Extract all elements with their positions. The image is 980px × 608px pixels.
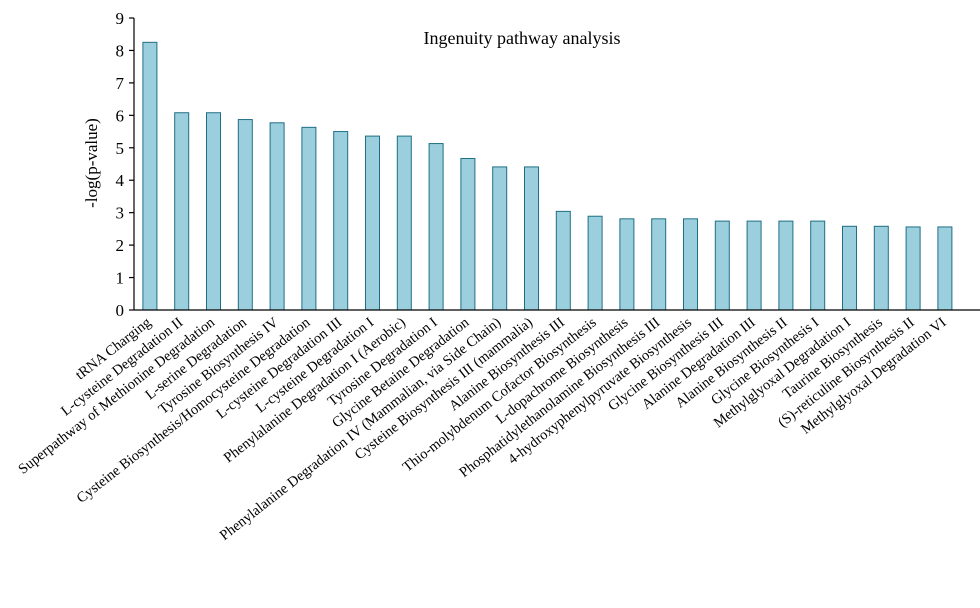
bar bbox=[905, 226, 921, 311]
bar bbox=[937, 226, 953, 311]
y-tick-label: 6 bbox=[116, 106, 125, 125]
y-tick-label: 0 bbox=[116, 301, 125, 320]
y-tick-label: 4 bbox=[116, 171, 125, 190]
bar bbox=[778, 220, 794, 311]
bar bbox=[555, 210, 571, 311]
y-tick-label: 3 bbox=[116, 204, 125, 223]
y-tick-label: 2 bbox=[116, 236, 125, 255]
bar bbox=[206, 112, 221, 311]
bar bbox=[651, 218, 667, 311]
bar bbox=[492, 166, 508, 311]
bar bbox=[873, 225, 889, 311]
bar bbox=[365, 135, 380, 311]
y-axis-label: -log(p-value) bbox=[82, 118, 101, 208]
bar bbox=[810, 220, 826, 311]
bar bbox=[428, 143, 444, 311]
chart-title: Ingenuity pathway analysis bbox=[424, 28, 621, 48]
bar bbox=[142, 41, 158, 311]
bar bbox=[269, 122, 285, 311]
y-tick-label: 9 bbox=[116, 9, 125, 28]
bar bbox=[587, 215, 603, 311]
bar bbox=[619, 218, 635, 311]
bar bbox=[396, 135, 412, 311]
bar bbox=[174, 112, 190, 311]
bar bbox=[714, 220, 730, 311]
bar bbox=[333, 131, 349, 311]
y-tick-label: 7 bbox=[116, 74, 125, 93]
bar bbox=[301, 126, 317, 311]
bar bbox=[746, 220, 762, 311]
y-axis-ticks: 0 1 2 3 4 5 6 7 8 9 bbox=[116, 9, 134, 320]
bar bbox=[237, 119, 253, 311]
y-tick-label: 8 bbox=[116, 41, 125, 60]
bar bbox=[460, 157, 476, 311]
bar bbox=[524, 166, 539, 311]
bar bbox=[842, 225, 857, 311]
y-tick-label: 1 bbox=[116, 269, 125, 288]
bars-group bbox=[142, 41, 953, 311]
bar bbox=[683, 218, 698, 311]
y-tick-label: 5 bbox=[116, 139, 125, 158]
